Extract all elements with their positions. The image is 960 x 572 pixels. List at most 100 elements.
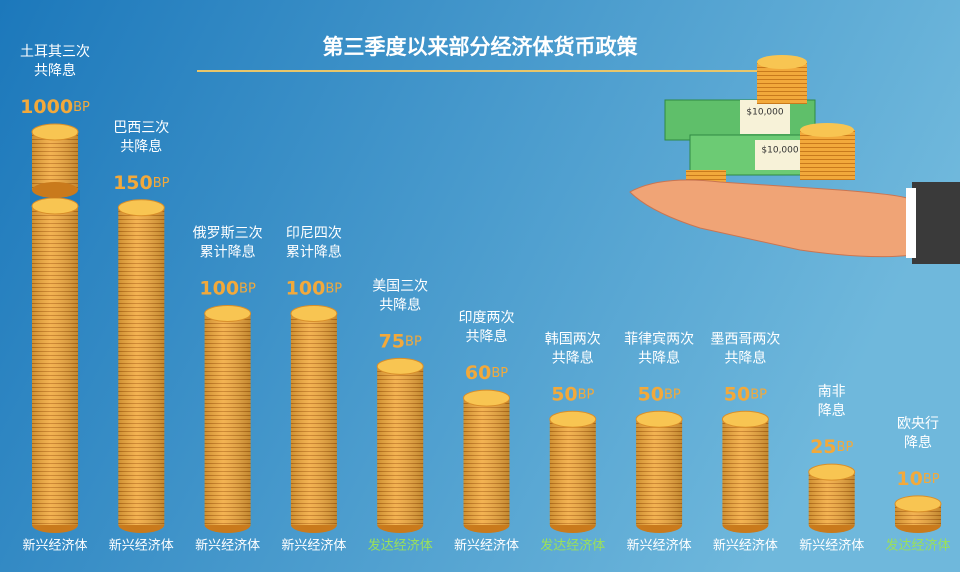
category-label: 欧央行: [897, 416, 939, 432]
value-label: 60BP: [465, 362, 508, 384]
category-label: 降息: [904, 434, 932, 451]
value-number: 50: [551, 383, 577, 405]
category-label: 共降息: [379, 296, 421, 313]
coin: [757, 55, 807, 69]
coin-top: [31, 197, 79, 215]
note-label: $10,000: [761, 146, 798, 156]
category-label: 南非: [818, 384, 846, 400]
value-number: 25: [810, 436, 836, 458]
value-label: 75BP: [379, 330, 422, 352]
category-label: 共降息: [724, 349, 766, 366]
value-number: 10: [896, 467, 922, 489]
coin-top: [117, 199, 165, 217]
group-label: 发达经济体: [885, 538, 950, 554]
coin-shade: [636, 419, 683, 525]
group-label: 新兴经济体: [713, 538, 778, 554]
category-label: 共降息: [552, 349, 594, 366]
category-label: 累计降息: [200, 244, 256, 261]
coin-shade: [290, 313, 337, 525]
value-label: 25BP: [810, 436, 853, 458]
group-label: 新兴经济体: [195, 538, 260, 554]
value-number: 100: [199, 277, 239, 299]
value-label: 50BP: [637, 383, 680, 405]
category-label: 菲律宾两次: [624, 331, 694, 347]
category-label: 印尼四次: [286, 226, 342, 242]
coin-top: [549, 410, 597, 428]
value-unit: BP: [325, 281, 342, 296]
group-label: 新兴经济体: [627, 538, 692, 554]
band: [755, 140, 805, 170]
coin-top: [31, 123, 79, 141]
cuff: [906, 188, 916, 258]
band: [740, 100, 790, 134]
chart-title: 第三季度以来部分经济体货币政策: [323, 35, 639, 59]
value-label: 50BP: [724, 383, 767, 405]
sleeve: [912, 182, 960, 264]
category-label: 土耳其三次: [20, 44, 90, 60]
value-unit: BP: [405, 334, 422, 349]
coin-shade: [463, 398, 510, 525]
category-label: 墨西哥两次: [710, 331, 780, 347]
category-label: 美国三次: [372, 278, 428, 294]
coin: [800, 123, 854, 137]
coin-shade: [204, 313, 251, 525]
group-label: 新兴经济体: [22, 538, 87, 554]
category-label: 共降息: [638, 349, 680, 366]
category-label: 巴西三次: [113, 120, 169, 136]
value-number: 75: [379, 330, 405, 352]
value-unit: BP: [750, 387, 767, 402]
category-label: 印度两次: [459, 310, 515, 326]
coin-top: [894, 495, 942, 513]
coin-top: [204, 305, 252, 322]
value-label: 50BP: [551, 383, 594, 405]
coin-top: [463, 389, 510, 407]
value-number: 60: [465, 362, 491, 384]
category-label: 累计降息: [286, 244, 342, 261]
coin-bottom: [32, 182, 78, 198]
value-unit: BP: [664, 387, 681, 402]
hand-money-illustration: $10,000 $10,000: [629, 55, 960, 264]
category-label: 共降息: [466, 328, 508, 345]
coin-top: [376, 357, 424, 375]
value-unit: BP: [239, 281, 256, 296]
category-label: 韩国两次: [545, 331, 601, 347]
category-label: 共降息: [34, 62, 76, 79]
value-label: 10BP: [896, 467, 939, 489]
value-unit: BP: [923, 471, 940, 486]
value-number: 150: [113, 171, 153, 193]
group-label: 新兴经济体: [281, 538, 346, 554]
category-label: 俄罗斯三次: [193, 226, 263, 242]
category-label: 降息: [818, 402, 846, 419]
coin-shade: [808, 472, 855, 525]
value-number: 100: [286, 277, 326, 299]
value-unit: BP: [578, 387, 595, 402]
coin-top: [808, 463, 856, 481]
coin-shade: [377, 366, 424, 525]
value-unit: BP: [837, 440, 854, 455]
value-number: 50: [637, 383, 663, 405]
value-number: 1000: [20, 96, 73, 118]
coin-top: [290, 305, 338, 322]
value-label: 150BP: [113, 171, 170, 193]
note-label: $10,000: [746, 108, 783, 118]
coin-shade: [549, 419, 596, 525]
value-label: 100BP: [286, 277, 343, 299]
coin-top: [635, 410, 683, 428]
coin-shade: [118, 207, 165, 525]
coin-top: [721, 410, 769, 428]
value-label: 100BP: [199, 277, 256, 299]
coins: [800, 130, 855, 180]
group-label: 新兴经济体: [109, 538, 174, 554]
group-label: 发达经济体: [540, 538, 605, 554]
value-number: 50: [724, 383, 750, 405]
value-unit: BP: [73, 100, 90, 115]
value-unit: BP: [491, 366, 508, 381]
group-label: 新兴经济体: [454, 538, 519, 554]
value-label: 1000BP: [20, 96, 90, 118]
value-unit: BP: [153, 175, 170, 190]
coin-shade: [722, 419, 769, 525]
group-label: 发达经济体: [368, 538, 433, 554]
category-label: 共降息: [120, 138, 162, 155]
group-label: 新兴经济体: [799, 538, 864, 554]
